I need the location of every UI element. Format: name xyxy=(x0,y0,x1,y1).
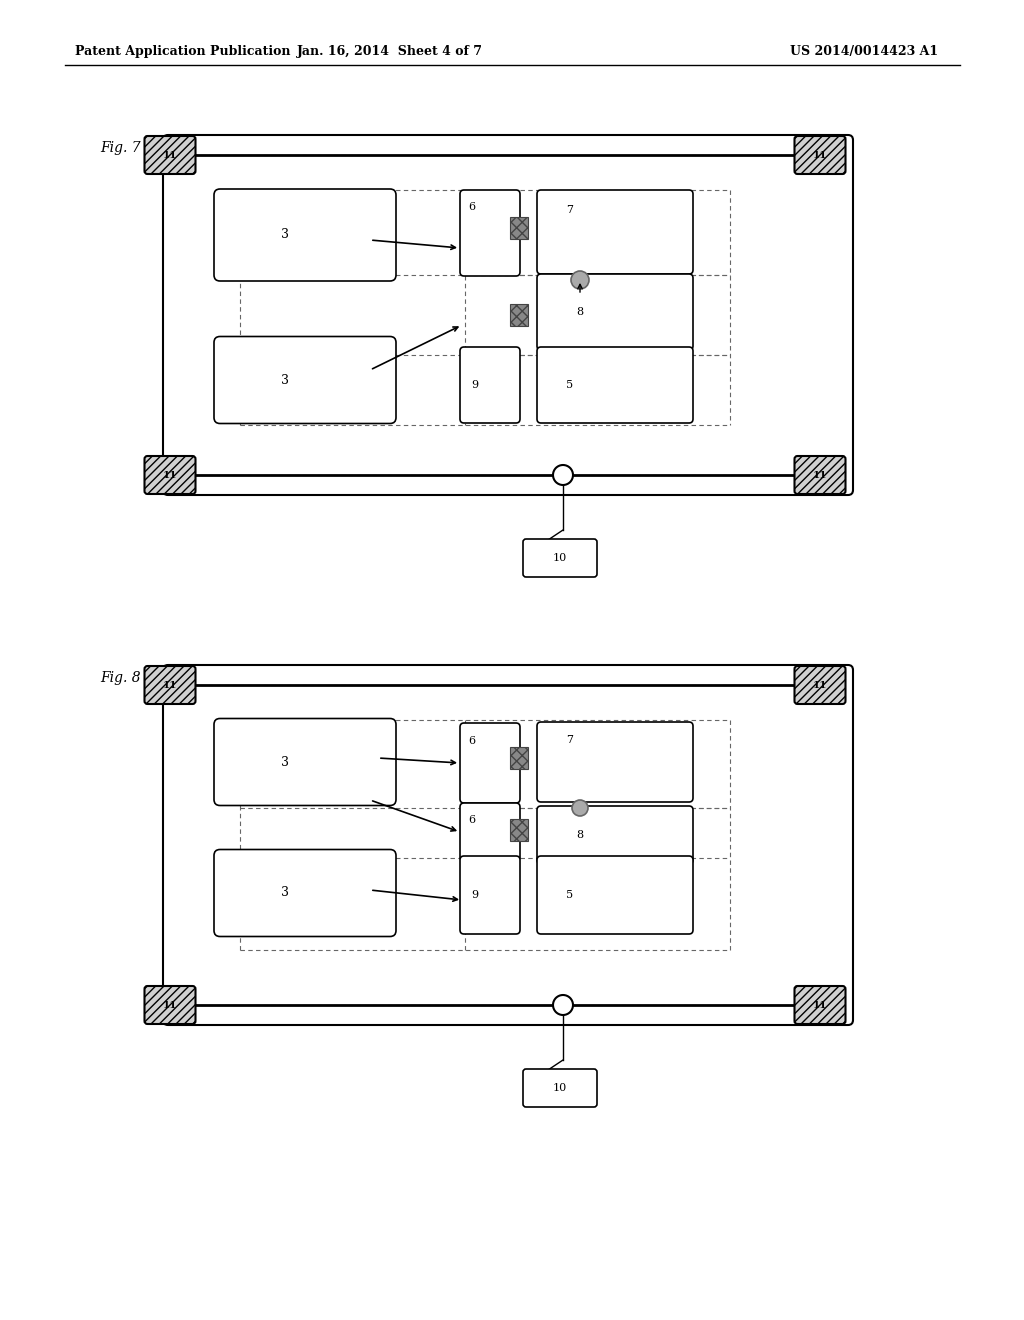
FancyBboxPatch shape xyxy=(795,136,846,174)
Text: 5: 5 xyxy=(566,890,573,900)
FancyBboxPatch shape xyxy=(537,190,693,275)
FancyBboxPatch shape xyxy=(144,667,196,704)
FancyBboxPatch shape xyxy=(523,539,597,577)
FancyBboxPatch shape xyxy=(144,136,196,174)
FancyBboxPatch shape xyxy=(795,667,846,704)
FancyBboxPatch shape xyxy=(214,850,396,936)
Text: 5: 5 xyxy=(566,380,573,389)
Bar xyxy=(510,304,528,326)
FancyBboxPatch shape xyxy=(460,803,520,861)
FancyBboxPatch shape xyxy=(537,275,693,350)
FancyBboxPatch shape xyxy=(460,347,520,422)
Text: 11: 11 xyxy=(163,1001,177,1010)
Circle shape xyxy=(553,465,573,484)
Text: 11: 11 xyxy=(813,681,827,689)
Circle shape xyxy=(572,800,588,816)
Text: 9: 9 xyxy=(471,890,478,900)
Text: 3: 3 xyxy=(281,228,289,242)
Text: 11: 11 xyxy=(813,470,827,479)
Text: Fig. 7: Fig. 7 xyxy=(100,141,140,154)
Text: 11: 11 xyxy=(813,150,827,160)
Text: Patent Application Publication: Patent Application Publication xyxy=(75,45,291,58)
FancyBboxPatch shape xyxy=(163,665,853,1026)
FancyBboxPatch shape xyxy=(214,337,396,424)
Text: 8: 8 xyxy=(577,308,584,317)
FancyBboxPatch shape xyxy=(795,986,846,1024)
Text: 6: 6 xyxy=(468,814,475,825)
Text: 3: 3 xyxy=(281,374,289,387)
Bar xyxy=(510,747,528,768)
Circle shape xyxy=(553,995,573,1015)
FancyBboxPatch shape xyxy=(163,135,853,495)
FancyBboxPatch shape xyxy=(523,1069,597,1107)
Text: 7: 7 xyxy=(566,205,573,215)
FancyBboxPatch shape xyxy=(460,855,520,935)
FancyBboxPatch shape xyxy=(537,855,693,935)
FancyBboxPatch shape xyxy=(214,189,396,281)
Text: 6: 6 xyxy=(468,202,475,213)
FancyBboxPatch shape xyxy=(537,347,693,422)
Text: US 2014/0014423 A1: US 2014/0014423 A1 xyxy=(790,45,938,58)
Text: 10: 10 xyxy=(553,553,567,564)
Text: 11: 11 xyxy=(163,470,177,479)
FancyBboxPatch shape xyxy=(795,455,846,494)
Text: 8: 8 xyxy=(577,830,584,840)
Text: 3: 3 xyxy=(281,755,289,768)
FancyBboxPatch shape xyxy=(144,986,196,1024)
Text: 9: 9 xyxy=(471,380,478,389)
Bar xyxy=(510,820,528,841)
FancyBboxPatch shape xyxy=(144,455,196,494)
Bar xyxy=(510,218,528,239)
FancyBboxPatch shape xyxy=(460,723,520,803)
Text: 10: 10 xyxy=(553,1082,567,1093)
Text: 3: 3 xyxy=(281,887,289,899)
Text: 11: 11 xyxy=(163,681,177,689)
FancyBboxPatch shape xyxy=(537,807,693,865)
FancyBboxPatch shape xyxy=(460,190,520,276)
FancyBboxPatch shape xyxy=(537,722,693,803)
Text: Fig. 8: Fig. 8 xyxy=(100,671,140,685)
Circle shape xyxy=(571,271,589,289)
Text: 6: 6 xyxy=(468,737,475,746)
Text: 7: 7 xyxy=(566,735,573,744)
FancyBboxPatch shape xyxy=(214,718,396,805)
Text: 11: 11 xyxy=(813,1001,827,1010)
Text: Jan. 16, 2014  Sheet 4 of 7: Jan. 16, 2014 Sheet 4 of 7 xyxy=(297,45,483,58)
Text: 11: 11 xyxy=(163,150,177,160)
